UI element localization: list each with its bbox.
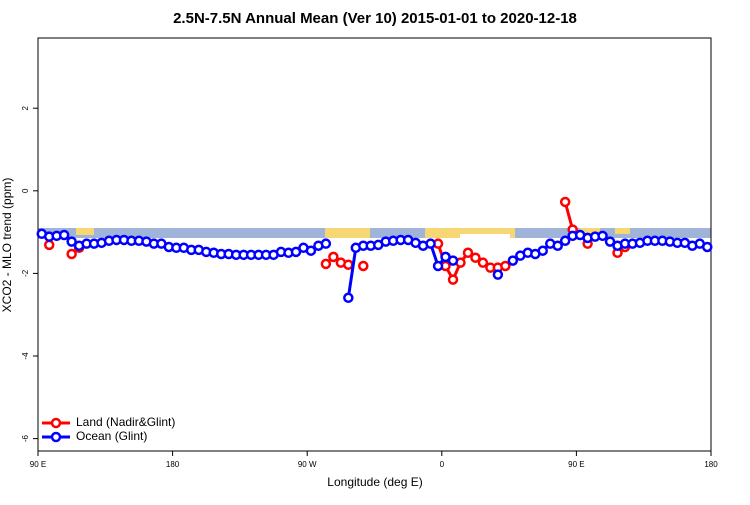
data-point <box>492 269 504 280</box>
data-point <box>343 259 354 270</box>
data-point <box>343 292 354 304</box>
x-tick-label: 180 <box>166 460 180 469</box>
data-point <box>320 238 332 249</box>
data-point <box>470 252 481 263</box>
legend-label: Ocean (Glint) <box>76 429 147 443</box>
x-tick-label: 90 W <box>298 460 317 469</box>
data-point <box>559 196 571 208</box>
data-point <box>552 240 563 251</box>
legend-marker <box>50 431 62 443</box>
data-point <box>447 274 459 285</box>
data-point <box>447 255 459 266</box>
data-point <box>477 257 489 268</box>
data-point <box>290 246 302 258</box>
chart-title: 2.5N-7.5N Annual Mean (Ver 10) 2015-01-0… <box>173 10 577 27</box>
x-axis-label: Longitude (deg E) <box>327 475 422 489</box>
legend-marker <box>50 417 62 429</box>
data-point <box>604 236 616 247</box>
data-point <box>66 236 77 247</box>
y-axis-label: XCO2 - MLO trend (ppm) <box>0 178 14 313</box>
data-point <box>43 239 55 251</box>
data-point <box>507 255 519 266</box>
map-strip <box>38 228 711 238</box>
y-tick-label: -4 <box>21 352 30 360</box>
data-point <box>305 245 317 256</box>
legend-label: Land (Nadir&Glint) <box>76 415 175 429</box>
y-tick-label: 0 <box>21 188 30 193</box>
data-point <box>320 258 332 270</box>
y-tick-label: -6 <box>21 435 30 443</box>
data-point <box>462 247 474 259</box>
data-point <box>432 260 444 272</box>
y-tick-label: -2 <box>21 269 30 277</box>
data-point <box>702 241 713 253</box>
x-tick-label: 90 E <box>30 460 46 469</box>
series <box>36 228 713 304</box>
y-tick-label: 2 <box>21 105 30 110</box>
x-tick-label: 90 E <box>568 460 584 469</box>
data-point <box>537 245 548 256</box>
x-tick-label: 180 <box>704 460 718 469</box>
data-point <box>500 260 511 272</box>
x-tick-label: 0 <box>440 460 445 469</box>
data-point <box>597 230 608 242</box>
data-point <box>358 260 369 272</box>
data-point <box>425 238 436 249</box>
data-point <box>328 251 339 263</box>
data-point <box>58 229 70 241</box>
data-point <box>559 235 571 247</box>
data-point <box>66 248 77 260</box>
